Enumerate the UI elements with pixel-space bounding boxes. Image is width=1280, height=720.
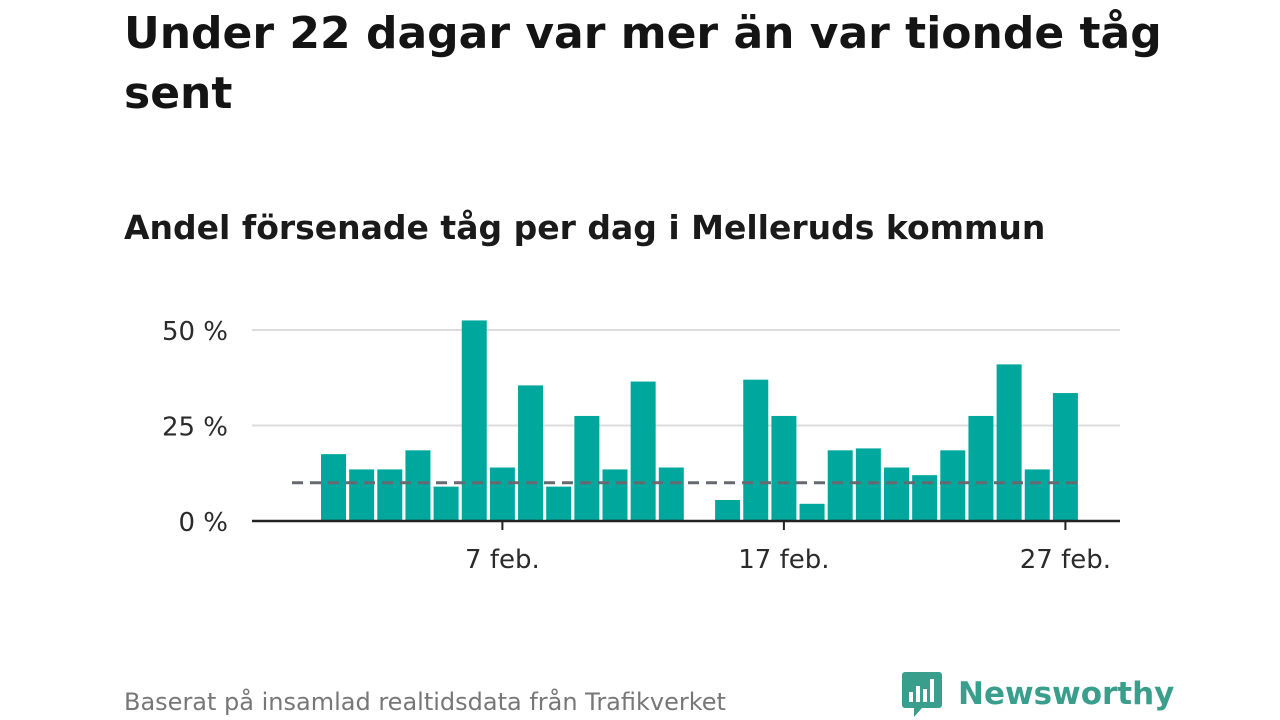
bar xyxy=(574,415,600,521)
bar xyxy=(743,379,769,521)
bar xyxy=(658,467,684,521)
x-tick-label: 27 feb. xyxy=(1020,545,1111,575)
brand-name: Newsworthy xyxy=(958,676,1175,712)
x-tick-label: 17 feb. xyxy=(738,545,829,575)
bar xyxy=(884,467,909,521)
bar xyxy=(771,415,797,521)
bar xyxy=(827,450,853,521)
bar xyxy=(405,450,431,521)
bar xyxy=(715,499,741,521)
chart-subtitle: Andel försenade tåg per dag i Melleruds … xyxy=(124,208,1046,247)
newsworthy-logo: Newsworthy xyxy=(902,670,1174,718)
bar xyxy=(602,469,628,521)
gridlines xyxy=(252,329,1120,427)
bar xyxy=(321,454,346,521)
axes: 0 % 25 % 50 % 7 feb. 17 feb. 27 feb. xyxy=(162,317,1120,575)
bar-chart-speech-bubble-icon xyxy=(902,672,942,717)
bar xyxy=(630,381,656,521)
bar xyxy=(546,486,572,521)
bar xyxy=(799,503,825,521)
bar xyxy=(433,486,459,521)
y-tick-label: 25 % xyxy=(162,413,228,443)
bar xyxy=(461,320,487,521)
x-tick-label: 7 feb. xyxy=(465,545,540,575)
bar xyxy=(489,467,515,521)
y-tick-label: 0 % xyxy=(178,508,228,538)
bar xyxy=(855,448,881,521)
bar xyxy=(377,469,403,521)
bar xyxy=(1052,393,1078,521)
chart-title: Under 22 dagar var mer än var tionde tåg… xyxy=(124,8,1162,119)
y-tick-label: 50 % xyxy=(162,317,228,347)
bar xyxy=(996,364,1022,521)
bar xyxy=(940,450,966,521)
bars xyxy=(321,320,1078,521)
bar xyxy=(349,469,375,521)
bar xyxy=(968,415,994,521)
bar xyxy=(1024,469,1050,521)
source-note: Baserat på insamlad realtidsdata från Tr… xyxy=(124,688,726,716)
bar xyxy=(518,385,544,521)
